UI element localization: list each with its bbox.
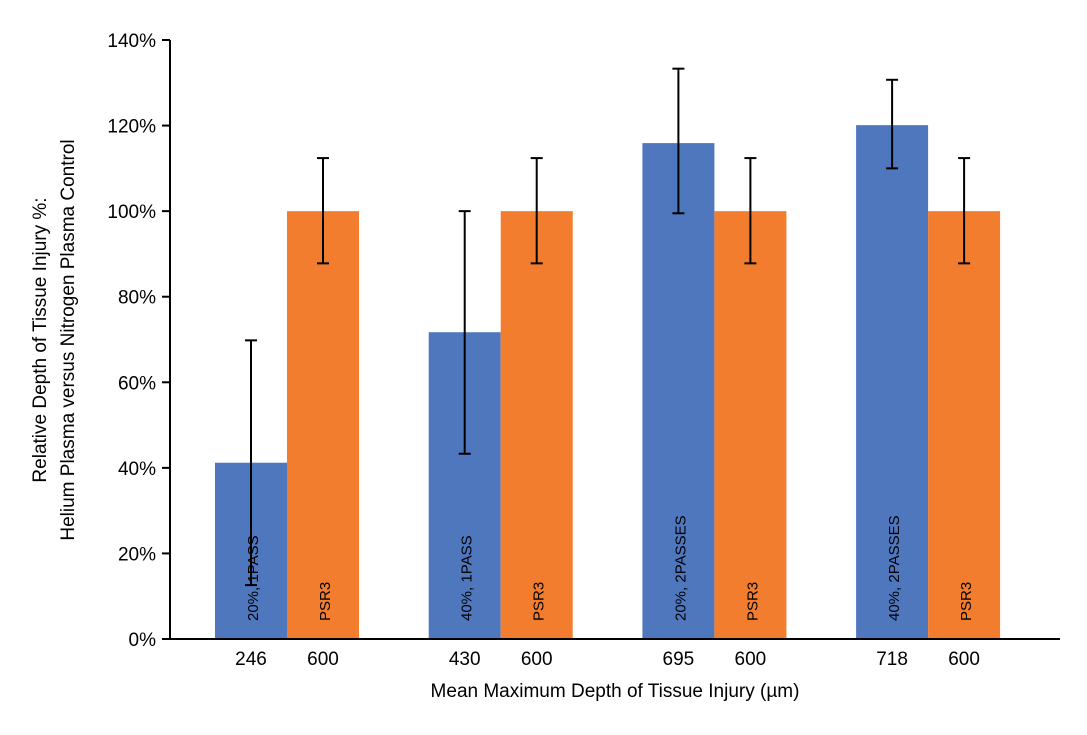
y-tick-label: 60% [118, 373, 156, 394]
bar-label: PSR3 [531, 582, 548, 621]
x-tick-label: 246 [235, 649, 267, 670]
x-tick-label: 600 [948, 649, 980, 670]
bar-nitrogen [500, 211, 573, 639]
x-tick-label: 695 [663, 649, 695, 670]
bar-label: 40%, 1PASS [459, 535, 476, 621]
bar-label: PSR3 [958, 582, 975, 621]
bar-helium [856, 125, 929, 640]
x-axis-title: Mean Maximum Depth of Tissue Injury (µm) [431, 681, 800, 702]
bar-nitrogen [287, 211, 359, 639]
bar-helium [642, 143, 715, 639]
x-tick-label: 600 [521, 649, 553, 670]
bar-nitrogen [928, 211, 1001, 639]
bar-label: PSR3 [744, 582, 761, 621]
y-axis-title-line-2: Helium Plasma versus Nitrogen Plasma Con… [58, 139, 79, 540]
bar-label: PSR3 [317, 582, 334, 621]
y-tick-label: 80% [118, 288, 156, 309]
y-tick-label: 140% [107, 31, 156, 52]
x-tick-label: 600 [735, 649, 767, 670]
y-axis-title-line-1: Relative Depth of Tissue Injury %: [30, 197, 51, 482]
x-tick-label: 600 [307, 649, 339, 670]
x-tick-label: 430 [449, 649, 481, 670]
y-tick-label: 120% [107, 117, 156, 138]
y-tick-label: 100% [107, 202, 156, 223]
bar-label: 20%, 2PASSES [672, 515, 689, 621]
bar-nitrogen [714, 211, 787, 639]
bar-label: 20%, 1PASS [245, 535, 262, 621]
y-tick-label: 20% [118, 544, 156, 565]
x-tick-label: 718 [876, 649, 908, 670]
bar-label: 40%, 2PASSES [886, 515, 903, 621]
y-tick-label: 40% [118, 459, 156, 480]
y-tick-label: 0% [129, 630, 157, 651]
